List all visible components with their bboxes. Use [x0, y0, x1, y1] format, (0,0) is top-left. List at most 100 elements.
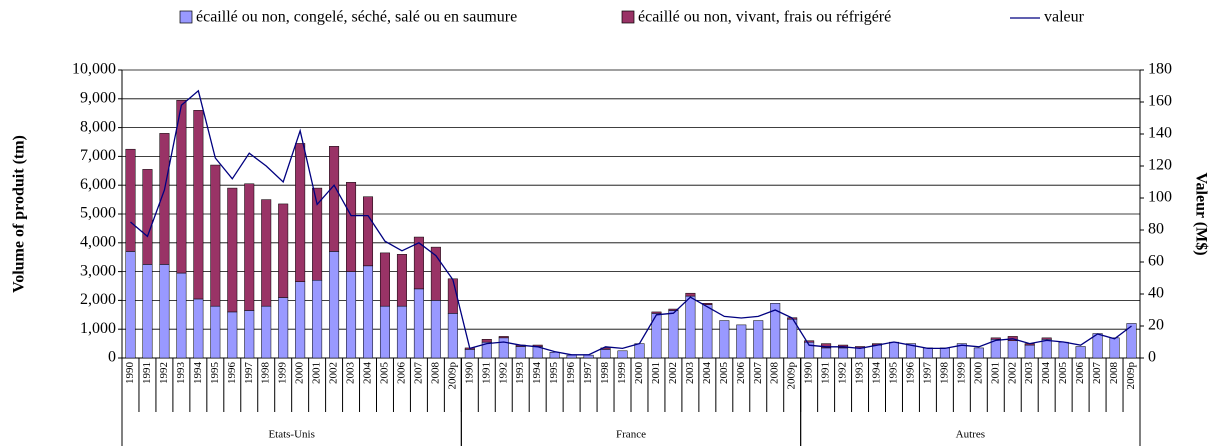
y-tick-label: 4,000: [80, 233, 116, 250]
bar: [838, 347, 849, 359]
bar: [498, 337, 509, 359]
x-tick-label: 1995: [888, 362, 900, 385]
bar: [363, 196, 374, 267]
x-tick-label: 2004: [1040, 362, 1052, 385]
x-tick-label: 1990: [124, 362, 136, 385]
x-tick-label: 1999: [277, 362, 289, 385]
bar: [176, 99, 187, 274]
x-tick-label: 1990: [803, 362, 815, 385]
x-tick-label: 2009p: [446, 362, 458, 390]
y-tick-label: 1,000: [80, 320, 116, 337]
x-tick-label: 1998: [260, 362, 272, 385]
x-tick-label: 1993: [175, 362, 187, 385]
bar: [973, 347, 984, 359]
bar: [583, 354, 594, 359]
y-tick-label: 9,000: [80, 89, 116, 106]
x-tick-label: 1993: [854, 362, 866, 385]
x-tick-label: 2008: [429, 362, 441, 385]
x-tick-label: 2000: [633, 362, 645, 385]
bar: [193, 110, 204, 300]
bar: [634, 343, 645, 359]
bar: [736, 324, 747, 359]
bar: [685, 295, 696, 359]
x-tick-label: 2005: [718, 362, 730, 385]
bar: [125, 148, 136, 252]
legend-swatch: [621, 10, 635, 24]
bar: [278, 297, 289, 359]
x-tick-label: 1994: [531, 362, 543, 385]
x-tick-label: 1996: [904, 362, 916, 385]
x-tick-label: 1991: [141, 362, 153, 384]
x-tick-label: 2008: [769, 362, 781, 385]
y2-tick-label: 80: [1148, 221, 1164, 238]
x-tick-label: 1994: [871, 362, 883, 385]
bar: [1041, 337, 1052, 340]
x-tick-label: 2004: [701, 362, 713, 385]
bar: [668, 308, 679, 311]
x-tick-label: 1990: [463, 362, 475, 385]
bar: [413, 236, 424, 290]
x-tick-label: 1998: [599, 362, 611, 385]
bar: [278, 203, 289, 298]
legend-label: valeur: [1044, 9, 1085, 26]
bar: [244, 183, 255, 311]
bar: [329, 251, 340, 359]
y2-tick-label: 20: [1148, 317, 1164, 334]
bar: [193, 298, 204, 359]
bar: [770, 303, 781, 359]
x-tick-label: 1992: [497, 362, 509, 384]
bar: [176, 272, 187, 359]
y2-axis-label: Valeur (M$): [1192, 172, 1209, 255]
x-tick-label: 2003: [684, 362, 696, 385]
bar: [329, 146, 340, 252]
x-tick-label: 1996: [226, 362, 238, 385]
x-tick-label: 2003: [1023, 362, 1035, 385]
y-tick-label: 6,000: [80, 176, 116, 193]
y2-tick-label: 160: [1148, 93, 1172, 110]
x-tick-label: 1992: [837, 362, 849, 384]
y2-tick-label: 120: [1148, 157, 1172, 174]
bar: [855, 347, 866, 359]
bar: [159, 264, 170, 359]
bar: [787, 318, 798, 359]
value-line: [130, 89, 1132, 356]
bar: [685, 292, 696, 297]
bar: [600, 349, 611, 359]
bar: [1041, 339, 1052, 359]
y2-tick-label: 180: [1148, 61, 1172, 78]
bar: [346, 271, 357, 359]
bar: [261, 305, 272, 359]
bar: [651, 311, 662, 314]
bar: [379, 305, 390, 359]
bar: [1092, 333, 1103, 359]
bar: [396, 254, 407, 307]
y2-tick-label: 140: [1148, 125, 1172, 142]
bar: [125, 251, 136, 359]
x-tick-label: 2002: [667, 362, 679, 384]
bar: [227, 187, 238, 313]
bar: [159, 133, 170, 265]
bar: [1058, 341, 1069, 359]
x-tick-label: 2007: [1091, 362, 1103, 385]
y-tick-label: 7,000: [80, 147, 116, 164]
bar: [1075, 346, 1086, 359]
bar: [346, 182, 357, 272]
y2-tick-label: 40: [1148, 285, 1164, 302]
bar: [1109, 337, 1120, 359]
bar: [719, 320, 730, 359]
x-tick-label: 2007: [752, 362, 764, 385]
x-tick-label: 2002: [1006, 362, 1018, 384]
bar: [702, 304, 713, 359]
x-tick-label: 2009p: [1125, 362, 1137, 390]
group-label: France: [616, 429, 646, 441]
y-tick-label: 3,000: [80, 262, 116, 279]
x-tick-label: 2005: [379, 362, 391, 385]
bar: [549, 351, 560, 359]
bar: [753, 320, 764, 359]
bar: [430, 300, 441, 359]
bar: [1007, 340, 1018, 359]
x-tick-label: 1992: [158, 362, 170, 384]
bar: [227, 311, 238, 359]
x-tick-label: 1995: [209, 362, 221, 385]
y-tick-label: 5,000: [80, 205, 116, 222]
